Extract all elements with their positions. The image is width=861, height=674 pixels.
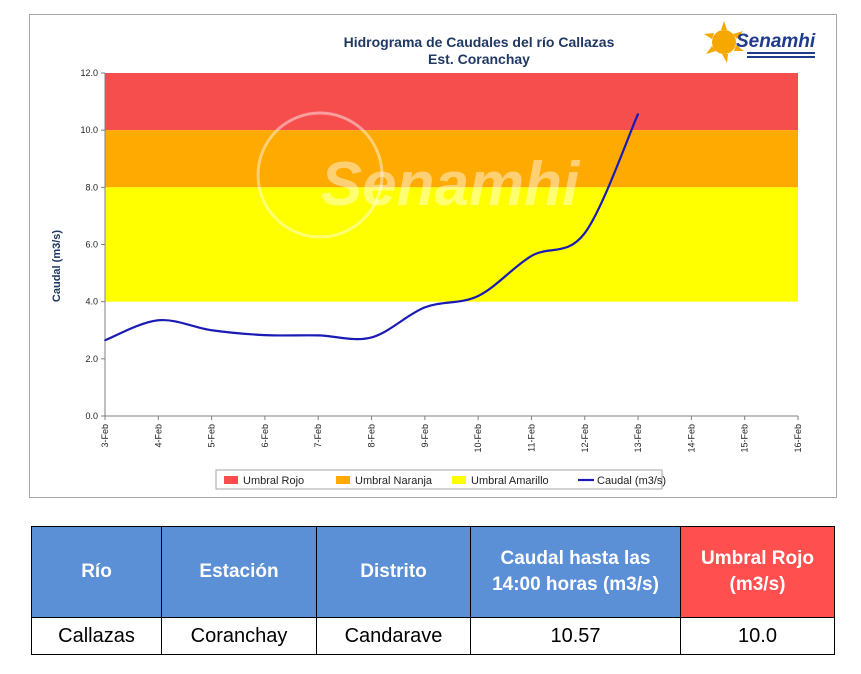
x-tick-label: 5-Feb	[207, 424, 217, 448]
cell-estacion: Coranchay	[161, 617, 317, 655]
x-tick-label: 6-Feb	[260, 424, 270, 448]
y-tick-label: 2.0	[85, 354, 98, 364]
header-caudal: Caudal hasta las 14:00 horas (m3/s)	[470, 526, 681, 618]
watermark-text: Senamhi	[321, 150, 581, 219]
data-point	[583, 232, 586, 234]
legend-label: Umbral Amarillo	[471, 475, 549, 487]
hydrograph-chart: Hidrograma de Caudales del río Callazas …	[51, 21, 816, 490]
y-tick-label: 4.0	[85, 297, 98, 307]
cell-umbral-rojo: 10.0	[680, 617, 835, 655]
legend-swatch	[452, 476, 466, 484]
legend-label: Caudal (m3/s)	[597, 475, 666, 487]
y-tick-label: 8.0	[85, 182, 98, 192]
x-tick-label: 11-Feb	[526, 424, 536, 452]
x-tick-label: 14-Feb	[686, 424, 696, 453]
table-header-row: Río Estación Distrito Caudal hasta las 1…	[31, 526, 835, 618]
data-point	[317, 334, 320, 337]
data-point	[210, 329, 213, 332]
watermark-sun-icon	[256, 111, 384, 239]
y-axis-title: Caudal (m3/s)	[51, 230, 63, 302]
cell-distrito: Candarave	[316, 617, 471, 655]
band-umbral-naranja	[105, 130, 798, 188]
senamhi-logo: Senamhi	[704, 21, 816, 63]
band-umbral-rojo	[105, 73, 798, 131]
data-point	[264, 334, 266, 336]
y-tick-label: 6.0	[85, 240, 98, 250]
x-tick-label: 16-Feb	[793, 424, 803, 453]
series-line-caudal	[104, 113, 640, 342]
legend-label: Umbral Naranja	[355, 475, 433, 487]
header-umbral-rojo: Umbral Rojo (m3/s)	[680, 526, 835, 618]
data-point	[157, 319, 160, 322]
x-tick-label: 3-Feb	[100, 424, 110, 448]
x-tick-label: 13-Feb	[633, 424, 643, 453]
x-tick-label: 15-Feb	[740, 424, 750, 453]
chart-panel: Hidrograma de Caudales del río Callazas …	[29, 14, 837, 498]
header-rio: Río	[31, 526, 162, 618]
legend-box	[215, 469, 663, 490]
x-tick-label: 10-Feb	[473, 424, 483, 453]
logo-subtitle-lines	[747, 52, 815, 54]
legend-swatch	[224, 476, 238, 484]
x-tick-label: 4-Feb	[153, 424, 163, 448]
sun-logo-icon	[704, 21, 744, 63]
legend-label: Umbral Rojo	[243, 475, 304, 487]
y-tick-label: 10.0	[80, 125, 98, 135]
x-tick-label: 9-Feb	[420, 424, 430, 448]
data-point	[637, 113, 639, 115]
chart-subtitle: Est. Coranchay	[428, 51, 530, 67]
chart-title: Hidrograma de Caudales del río Callazas	[344, 34, 615, 50]
x-tick-label: 8-Feb	[367, 424, 377, 448]
data-point	[424, 306, 426, 309]
table-row: Callazas Coranchay Candarave 10.57 10.0	[31, 617, 835, 655]
data-point	[477, 295, 479, 297]
y-tick-label: 12.0	[80, 68, 98, 78]
band-umbral-amarillo	[105, 187, 798, 302]
header-estacion: Estación	[161, 526, 317, 618]
x-tick-label: 7-Feb	[313, 424, 323, 448]
cell-rio: Callazas	[31, 617, 162, 655]
header-distrito: Distrito	[316, 526, 471, 618]
data-point	[530, 255, 533, 257]
legend-swatch	[336, 476, 350, 484]
summary-table: Río Estación Distrito Caudal hasta las 1…	[31, 526, 835, 655]
cell-caudal: 10.57	[470, 617, 681, 655]
plot-area: Senamhi 0.0 2.0 4.0 6.0 8.0 10.0 12.0 3-Feb 4-Feb…	[80, 68, 803, 453]
logo-text: Senamhi	[736, 31, 816, 52]
logo-subtitle-lines-2	[747, 56, 815, 58]
x-tick-label: 12-Feb	[580, 424, 590, 453]
chart-legend: Umbral Rojo Umbral Naranja Umbral Amarillo…	[215, 469, 666, 490]
data-point	[104, 339, 106, 342]
data-point	[370, 336, 373, 339]
y-tick-label: 0.0	[85, 411, 98, 421]
